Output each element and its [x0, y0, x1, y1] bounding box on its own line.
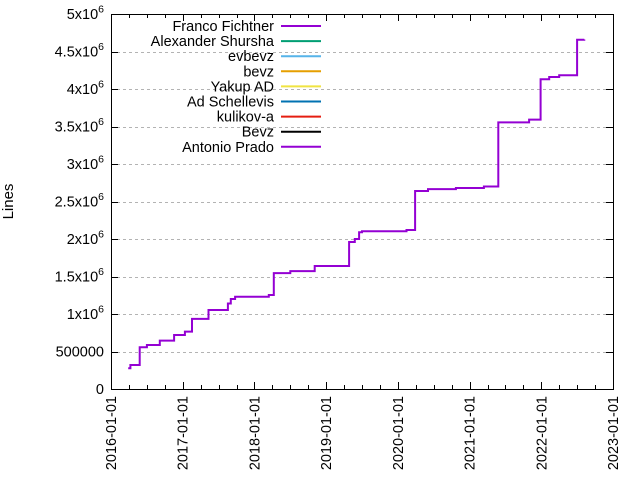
x-tick-label: 2016-01-01: [104, 396, 120, 470]
legend-label: Bevz: [242, 125, 274, 141]
y-tick-label: 4x106: [67, 79, 104, 99]
x-tick-label: 2017-01-01: [176, 396, 192, 470]
x-tick-label: 2018-01-01: [247, 396, 263, 470]
y-tick-label: 2x106: [67, 229, 104, 249]
y-tick-label: 500000: [56, 345, 104, 361]
y-tick-label: 5x106: [67, 4, 104, 24]
legend-label: Ad Schellevis: [187, 95, 274, 111]
y-tick-labels: 0 500000 1x106 1.5x106 2x106 2.5x106 3x106 3.5x…: [55, 4, 105, 399]
y-axis-title: Lines: [0, 184, 17, 220]
x-tick-label: 2020-01-01: [391, 396, 407, 470]
legend-label: bevz: [243, 64, 274, 80]
y-tick-label: 3x106: [67, 154, 104, 174]
x-tick-label: 2023-01-01: [606, 396, 622, 470]
legend-label: Alexander Shursha: [151, 34, 275, 50]
y-tick-label: 1x106: [67, 304, 104, 324]
y-tick-label: 0: [96, 382, 104, 398]
x-tick-label: 2019-01-01: [319, 396, 335, 470]
axis-ticks: [111, 14, 614, 390]
legend-label: Franco Fichtner: [172, 19, 274, 35]
legend-label: Antonio Prado: [182, 140, 274, 156]
legend-label: evbevz: [228, 49, 274, 65]
series-step-line: [128, 38, 586, 370]
x-tick-label: 2021-01-01: [463, 396, 479, 470]
y-tick-label: 2.5x106: [55, 191, 105, 211]
x-tick-labels: 2016-01-01 2017-01-01 2018-01-01 2019-01-01…: [104, 396, 622, 470]
legend-label: kulikov-a: [217, 110, 275, 126]
y-tick-label: 3.5x106: [55, 116, 105, 136]
y-tick-label: 1.5x106: [55, 266, 105, 286]
y-tick-label: 4.5x106: [55, 41, 105, 61]
legend-label: Yakup AD: [211, 79, 274, 95]
x-tick-label: 2022-01-01: [534, 396, 550, 470]
